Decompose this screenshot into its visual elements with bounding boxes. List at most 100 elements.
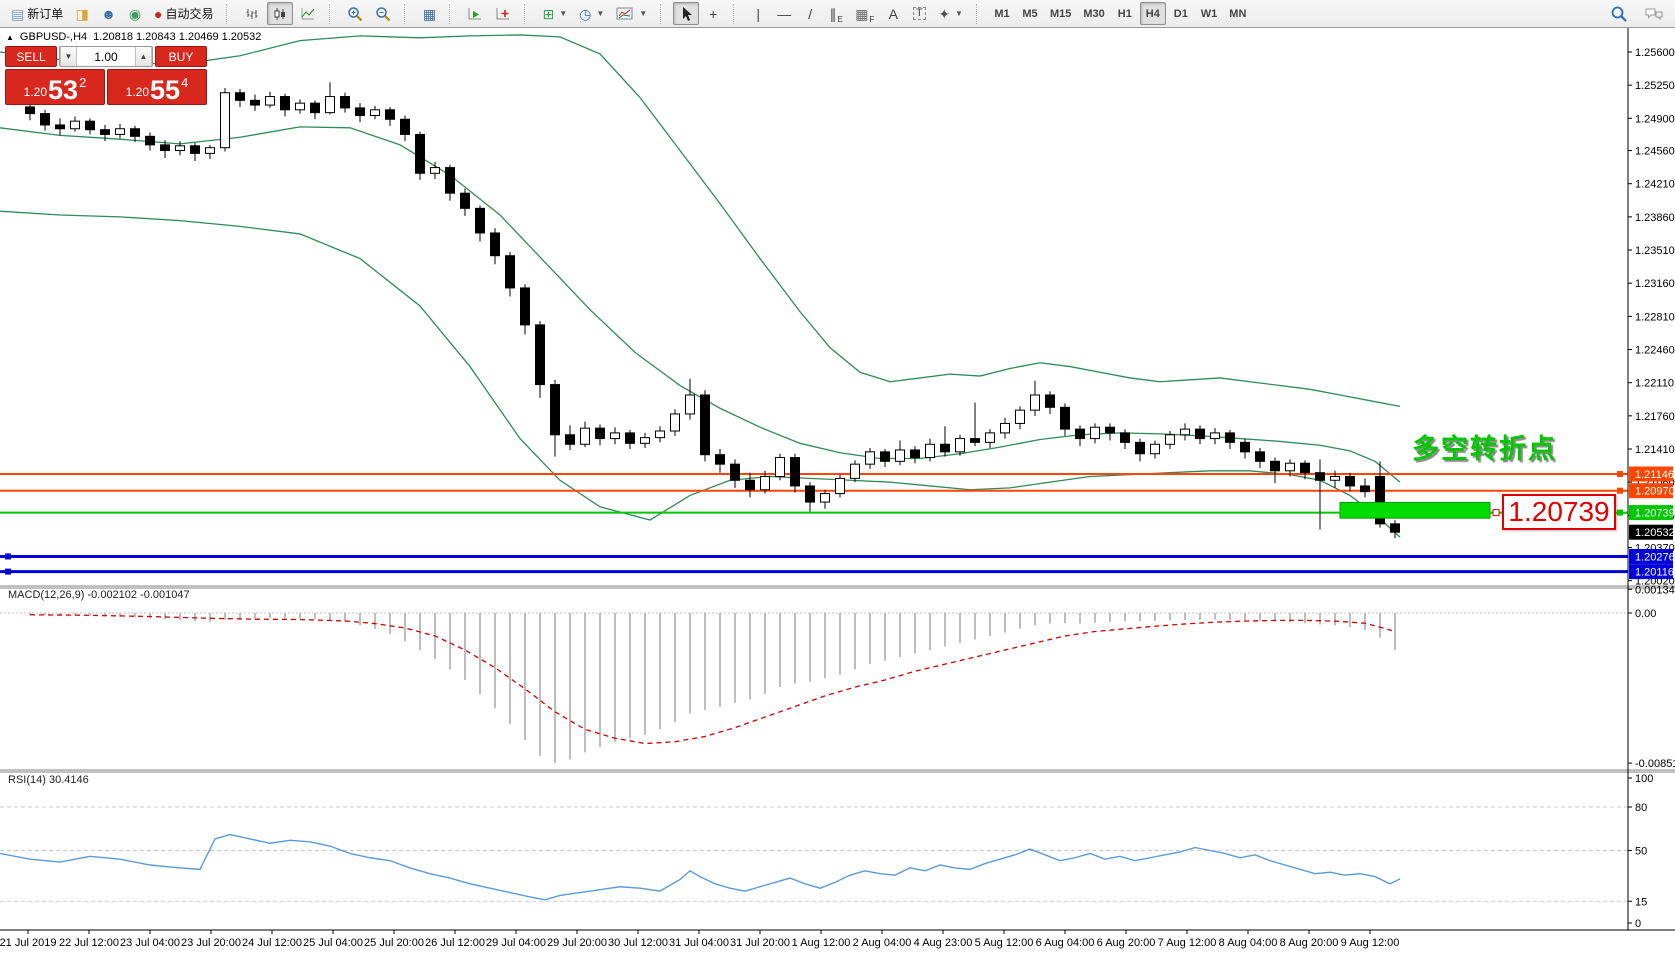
callout-anchor-handle[interactable] [1492, 509, 1500, 517]
market-watch-button[interactable]: ◨ [75, 5, 89, 22]
tf-m5[interactable]: M5 [1022, 7, 1038, 20]
candle-body [835, 477, 845, 495]
candle-body [1060, 406, 1070, 430]
clock-dropdown[interactable]: ◷ ▼ [579, 5, 605, 22]
axis-price-label: 1.20739 [1635, 508, 1675, 520]
indicators-dropdown[interactable]: ▼ [611, 2, 652, 25]
fibonacci-tool[interactable]: ▦ F [855, 5, 875, 25]
buy-price-button[interactable]: 1.20 55 4 [107, 69, 207, 105]
text-label-tool[interactable]: T [907, 2, 931, 25]
time-axis-label: 22 Jul 12:00 [59, 937, 119, 949]
time-axis-label: 21 Jul 2019 [0, 937, 56, 949]
auto-scroll-button[interactable] [462, 2, 488, 25]
tf-m1[interactable]: M1 [994, 7, 1010, 20]
autotrading-button[interactable]: ● 自动交易 [153, 5, 214, 22]
price-tick-label: 1.22810 [1635, 311, 1675, 323]
toolbar-separator [733, 3, 740, 24]
vertical-line-tool[interactable]: | [756, 5, 760, 22]
hline-handle-1.20970[interactable] [1617, 487, 1623, 494]
arrows-tool[interactable]: ✦ ▼ [938, 5, 963, 22]
buy-price-big: 55 [150, 74, 181, 105]
axis-price-label-bg [1629, 466, 1673, 482]
chart-shift-button[interactable] [490, 2, 516, 25]
hline-handle-1.20276[interactable] [5, 553, 11, 560]
time-axis-label: 8 Aug 04:00 [1219, 937, 1278, 949]
candle-body [805, 485, 815, 503]
toolbar-separator [404, 3, 411, 24]
tf-h1[interactable]: H1 [1117, 7, 1132, 20]
rsi-scale-label: 80 [1635, 802, 1647, 814]
new-chart-dropdown[interactable]: ⊞ ▼ [542, 5, 568, 22]
axis-price-label-bg [1629, 548, 1673, 564]
tf-m30[interactable]: M30 [1083, 7, 1105, 20]
tf-mn[interactable]: MN [1229, 7, 1247, 20]
price-callout[interactable]: 1.20739 [1502, 494, 1616, 530]
horizontal-line-tool[interactable]: — [777, 5, 792, 22]
candle-body [565, 434, 575, 445]
toolbar-right [1605, 2, 1669, 25]
search-button[interactable] [1605, 2, 1633, 25]
chat-button[interactable] [1639, 2, 1669, 25]
sell-button[interactable]: SELL [5, 46, 57, 67]
candle-body [1075, 428, 1085, 440]
one-click-trading-panel: SELL ▼ ▲ BUY 1.20 53 2 1.20 55 4 [5, 46, 207, 105]
time-axis-label: 29 Jul 04:00 [486, 937, 546, 949]
candle-body [1090, 426, 1100, 440]
text-tool[interactable]: A [888, 5, 898, 22]
bollinger-lower-band [0, 210, 1401, 538]
turning-point-annotation[interactable]: 多空转折点 [1412, 434, 1557, 464]
volume-increase-button[interactable]: ▲ [135, 47, 152, 66]
time-axis-label: 2 Aug 04:00 [853, 937, 912, 949]
candle-body [475, 207, 485, 234]
candle-body [760, 475, 770, 491]
candle-body [1375, 475, 1385, 525]
cursor-button[interactable] [673, 2, 700, 25]
new-order-button[interactable]: ▤ 新订单 [11, 5, 64, 22]
candle-body [670, 413, 680, 432]
hline-handle-1.20739[interactable] [1617, 509, 1623, 516]
macd-indicator-label: MACD(12,26,9) -0.002102 -0.001047 [8, 589, 190, 601]
candle-body [505, 255, 515, 289]
candle-body [550, 384, 560, 436]
turning-zone-rectangle[interactable] [1339, 502, 1491, 519]
macd-signal-line [29, 614, 1396, 745]
candle-body [775, 457, 785, 477]
hline-handle-1.21146[interactable] [1617, 471, 1623, 478]
rsi-indicator-label: RSI(14) 30.4146 [8, 774, 89, 786]
line-chart-button[interactable] [295, 2, 321, 25]
tf-m15[interactable]: M15 [1049, 7, 1072, 20]
candlestick-chart-button[interactable] [267, 2, 294, 25]
zoom-out-button[interactable] [370, 2, 396, 25]
buy-button[interactable]: BUY [155, 46, 207, 67]
volume-decrease-button[interactable]: ▼ [60, 47, 77, 66]
price-tick-label: 1.24900 [1635, 113, 1675, 125]
tf-w1[interactable]: W1 [1200, 7, 1218, 20]
bar-chart-button[interactable] [239, 2, 265, 25]
sell-price-button[interactable]: 1.20 53 2 [5, 69, 105, 105]
volume-input[interactable] [77, 47, 135, 66]
candle-body [940, 443, 950, 453]
price-tick-label: 1.22460 [1635, 345, 1675, 357]
axis-price-label: 1.20532 [1635, 527, 1675, 539]
candle-body [1045, 394, 1055, 408]
tf-h4[interactable]: H4 [1139, 2, 1166, 25]
hline-handle-1.20116[interactable] [5, 568, 11, 575]
equidistant-channel-tool[interactable]: ∥ E [829, 5, 843, 25]
trendline-tool[interactable]: / [808, 5, 813, 22]
rsi-line [0, 833, 1401, 901]
candle-body [535, 324, 545, 386]
tf-d1[interactable]: D1 [1173, 7, 1188, 20]
profiles-button[interactable]: ☻ [101, 5, 116, 22]
one-click-collapse-toggle[interactable]: ▲ [6, 32, 14, 42]
candle-body [520, 287, 530, 326]
signals-button[interactable]: ◉ [128, 5, 142, 22]
tile-windows-button[interactable]: ▦ [422, 5, 437, 22]
candle-body [1015, 409, 1025, 424]
zoom-in-button[interactable] [342, 2, 368, 25]
candle-body [430, 167, 440, 174]
axis-price-label-bg [1629, 483, 1673, 499]
time-axis-label: 23 Jul 04:00 [120, 937, 180, 949]
candle-body [265, 96, 275, 106]
crosshair-button[interactable]: + [709, 5, 718, 22]
